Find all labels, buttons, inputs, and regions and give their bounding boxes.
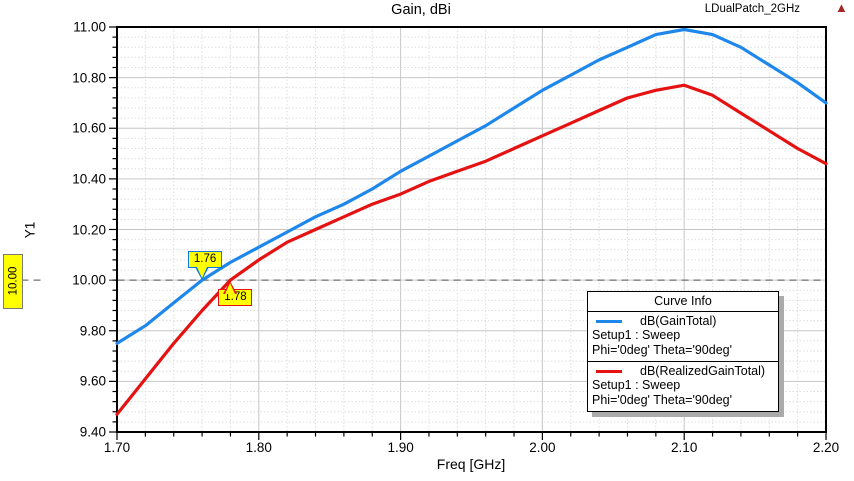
y-tick-label: 11.00 xyxy=(44,19,109,35)
legend-variation-label: Phi='0deg' Theta='90deg' xyxy=(592,343,732,357)
plot-border xyxy=(116,26,827,433)
ansys-delta-icon: ▲ xyxy=(835,0,848,15)
y-tick-label: 10.80 xyxy=(44,70,109,86)
legend-curve-name: dB(RealizedGainTotal) xyxy=(640,364,766,378)
legend-line-swatch-blue xyxy=(596,319,622,323)
legend-sweep-label: Setup1 : Sweep xyxy=(592,378,681,392)
x-tick-label: 2.00 xyxy=(529,440,556,455)
legend-entry-realized-gain-total[interactable]: dB(RealizedGainTotal) Setup1 : Sweep Phi… xyxy=(588,361,778,411)
marker-pointer-icon xyxy=(195,267,210,281)
y-tick-label: 10.00 xyxy=(44,272,109,288)
y-tick-label: 9.40 xyxy=(44,424,109,440)
marker-pointer-icon xyxy=(223,281,238,295)
x-tick-label: 2.20 xyxy=(812,440,840,455)
y-tick-label: 10.60 xyxy=(44,120,109,136)
realized-gain-total-curve[interactable] xyxy=(115,83,828,416)
x-tick-label: 1.90 xyxy=(387,440,414,455)
design-context-label: LDualPatch_2GHz xyxy=(704,3,800,15)
y-cursor-value-label: 10.00 xyxy=(7,266,19,296)
legend-curve-info[interactable]: Curve Info dB(GainTotal) Setup1 : Sweep … xyxy=(587,291,779,412)
legend-curve-name: dB(GainTotal) xyxy=(640,314,717,328)
legend-title: Curve Info xyxy=(588,292,778,312)
legend-variation-label: Phi='0deg' Theta='90deg' xyxy=(592,393,732,407)
x-tick-label: 1.70 xyxy=(103,440,131,455)
plot-title: Gain, dBi xyxy=(391,2,451,18)
y-tick-label: 10.20 xyxy=(44,222,109,237)
y-cursor-value-tag[interactable]: 10.00 xyxy=(3,253,23,309)
legend-line-swatch-red xyxy=(596,369,622,373)
y-axis-title: Y1 xyxy=(22,221,38,239)
y-tick-label: 9.60 xyxy=(44,373,109,389)
marker-label-box[interactable]: 1.76 xyxy=(188,251,223,269)
y-tick-label: 10.40 xyxy=(44,171,109,187)
gain-total-curve[interactable] xyxy=(115,27,828,345)
legend-entry-gain-total[interactable]: dB(GainTotal) Setup1 : Sweep Phi='0deg' … xyxy=(588,312,778,361)
y-tick-label: 9.80 xyxy=(44,323,109,339)
x-tick-label: 2.10 xyxy=(671,440,698,455)
x-axis-title: Freq [GHz] xyxy=(436,456,506,472)
legend-sweep-label: Setup1 : Sweep xyxy=(592,328,681,342)
x-tick-label: 1.80 xyxy=(245,440,272,455)
